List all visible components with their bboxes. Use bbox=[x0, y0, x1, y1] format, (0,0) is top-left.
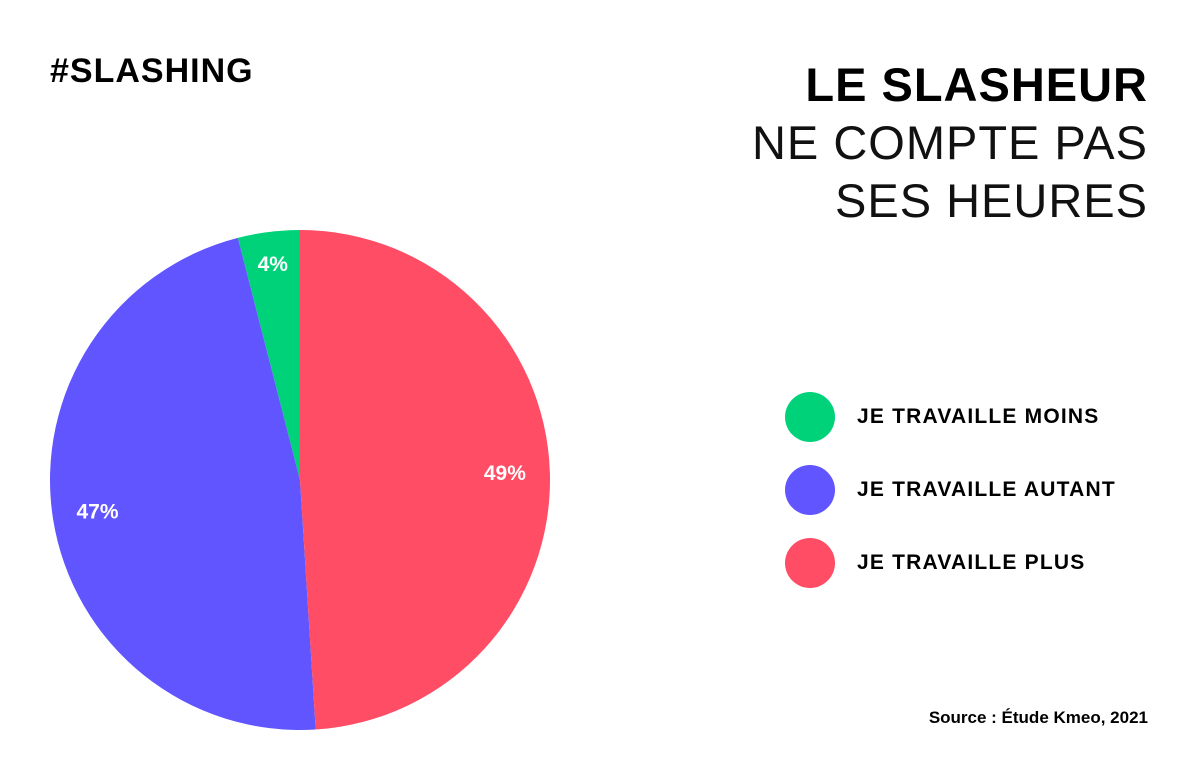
pie-slice-labels: 4% 47% 49% bbox=[77, 253, 527, 523]
legend-label-autant: JE TRAVAILLE AUTANT bbox=[857, 478, 1116, 501]
pie-slices bbox=[50, 230, 550, 731]
chart-title: LE SLASHEUR NE COMPTE PAS SES HEURES bbox=[752, 56, 1148, 230]
legend-item-autant: JE TRAVAILLE AUTANT bbox=[785, 465, 1116, 515]
title-light-line-2: SES HEURES bbox=[835, 174, 1148, 227]
pie-slice-moins bbox=[237, 230, 300, 480]
hashtag-label: #SLASHING bbox=[50, 52, 254, 90]
pie-slice-autant bbox=[50, 237, 316, 731]
legend-swatch-plus bbox=[785, 538, 835, 588]
pie-label-moins: 4% bbox=[258, 253, 289, 276]
title-bold-line: LE SLASHEUR bbox=[805, 58, 1148, 111]
legend: JE TRAVAILLE MOINS JE TRAVAILLE AUTANT J… bbox=[785, 392, 1116, 611]
legend-item-plus: JE TRAVAILLE PLUS bbox=[785, 538, 1116, 588]
legend-swatch-autant bbox=[785, 465, 835, 515]
pie-label-plus: 49% bbox=[484, 462, 526, 485]
title-light-line-1: NE COMPTE PAS bbox=[751, 116, 1148, 169]
pie-chart: 4% 47% 49% bbox=[50, 230, 550, 731]
legend-item-moins: JE TRAVAILLE MOINS bbox=[785, 392, 1116, 442]
pie-slice-plus bbox=[300, 230, 550, 730]
legend-swatch-moins bbox=[785, 392, 835, 442]
legend-label-plus: JE TRAVAILLE PLUS bbox=[857, 551, 1086, 574]
legend-label-moins: JE TRAVAILLE MOINS bbox=[857, 405, 1100, 428]
pie-label-autant: 47% bbox=[77, 501, 119, 524]
source-note: Source : Étude Kmeo, 2021 bbox=[928, 708, 1148, 727]
